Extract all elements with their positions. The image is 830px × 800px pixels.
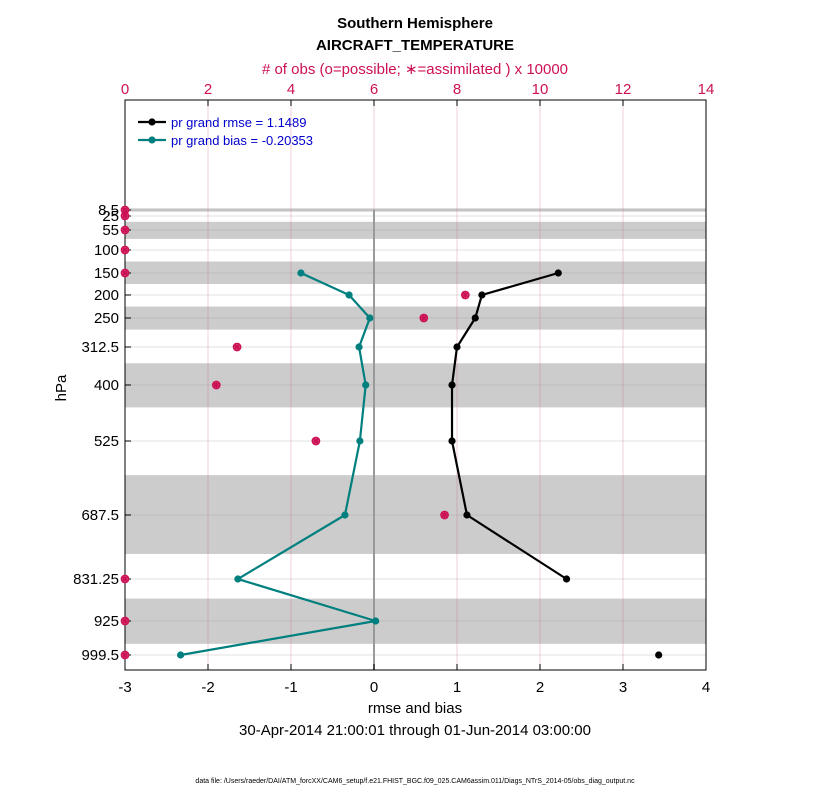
- legend-marker-0: [148, 118, 156, 126]
- x-tick-label-1: -2: [201, 679, 214, 696]
- series-0-point-4: [448, 381, 456, 389]
- y-tick-label-4: 150: [94, 265, 119, 282]
- obs-assimilated-point-5: [461, 291, 470, 299]
- obs-assimilated-point-6: [419, 314, 428, 322]
- obs-assimilated-stroke: [440, 511, 449, 519]
- series-2-point-8: [372, 617, 380, 625]
- series-1-point-0: [655, 651, 663, 659]
- obs-assimilated-point-7: [233, 343, 242, 351]
- obs-assimilated-stroke: [121, 575, 129, 583]
- x-tick-label-3: 0: [370, 679, 378, 696]
- series-0-point-6: [463, 511, 471, 519]
- series-line-2: [180, 271, 376, 657]
- top-tick-label-5: 10: [532, 81, 549, 98]
- series-0-point-0: [554, 269, 562, 277]
- y-tick-label-8: 400: [94, 377, 119, 394]
- y-tick-label-10: 687.5: [81, 507, 119, 524]
- series-2-point-1: [345, 291, 353, 299]
- series-2-point-3: [355, 343, 363, 351]
- y-tick-label-12: 925: [94, 613, 119, 630]
- x-tick-label-6: 3: [619, 679, 627, 696]
- y-tick-label-2: 55: [102, 222, 119, 239]
- obs-assimilated-stroke: [121, 226, 129, 234]
- obs-assimilated-point-9: [311, 437, 320, 445]
- plot-area: -3 -2 -1 0 1 2 3 40 2 4 6 8 10 12 148.5255510015020025…: [73, 81, 714, 696]
- top-axis-label: # of obs (o=possible; ∗=assimilated ) x …: [262, 61, 568, 78]
- obs-assimilated-stroke: [121, 246, 129, 254]
- date-range-label: 30-Apr-2014 21:00:01 through 01-Jun-2014…: [239, 722, 591, 739]
- obs-assimilated-point-8: [212, 381, 221, 389]
- y-tick-label-5: 200: [94, 287, 119, 304]
- y-tick-label-9: 525: [94, 433, 119, 450]
- series-2-point-0: [297, 269, 305, 277]
- shaded-band-5: [125, 475, 706, 554]
- y-tick-label-0: 8.5: [98, 202, 119, 219]
- y-tick-label-6: 250: [94, 310, 119, 327]
- obs-assimilated-stroke: [312, 437, 320, 445]
- footer-data-file: data file: /Users/raeder/DAI/ATM_forcXX/…: [195, 778, 635, 785]
- top-tick-label-7: 14: [698, 81, 715, 98]
- obs-assimilated-point-10: [440, 511, 449, 519]
- x-tick-label-2: -1: [284, 679, 297, 696]
- obs-assimilated-stroke: [121, 206, 129, 214]
- obs-assimilated-stroke: [420, 314, 428, 322]
- shaded-band-4: [125, 363, 706, 408]
- top-tick-label-1: 2: [204, 81, 212, 98]
- chart-subtitle: AIRCRAFT_TEMPERATURE: [316, 37, 514, 54]
- series-0-point-7: [562, 575, 571, 583]
- obs-assimilated-point-13: [121, 651, 129, 659]
- y-tick-label-7: 312.5: [81, 339, 119, 356]
- obs-assimilated-stroke: [121, 617, 129, 625]
- shaded-band-1: [125, 221, 706, 239]
- top-tick-label-6: 12: [615, 81, 632, 98]
- series-2-point-5: [356, 437, 364, 445]
- obs-assimilated-point-1: [121, 212, 129, 220]
- legend-entry-0: pr grand rmse = 1.1489: [171, 115, 307, 130]
- obs-assimilated-point-11: [121, 575, 129, 583]
- legend-entry-1: pr grand bias = -0.20353: [171, 133, 313, 148]
- obs-assimilated-stroke: [121, 651, 129, 659]
- x-tick-label-0: -3: [118, 679, 131, 696]
- obs-assimilated-point-2: [121, 226, 129, 234]
- top-tick-label-4: 8: [453, 81, 461, 98]
- series-2-point-7: [234, 575, 242, 583]
- y-tick-label-13: 999.5: [81, 647, 119, 664]
- obs-assimilated-stroke: [121, 212, 129, 220]
- series-0-point-5: [448, 437, 456, 445]
- y-tick-label-1: 25: [102, 208, 119, 225]
- x-axis-label: rmse and bias: [368, 700, 462, 717]
- series-2-point-6: [341, 511, 349, 519]
- series-0-point-1: [478, 291, 486, 299]
- x-tick-label-4: 1: [453, 679, 461, 696]
- y-axis-label: hPa: [53, 374, 70, 401]
- obs-assimilated-stroke: [461, 291, 469, 299]
- series-0-point-2: [471, 314, 479, 322]
- obs-assimilated-point-4: [121, 269, 129, 277]
- y-tick-label-3: 100: [94, 242, 119, 259]
- series-2-point-9: [177, 651, 185, 659]
- obs-assimilated-point-12: [121, 617, 129, 625]
- x-tick-label-5: 2: [536, 679, 544, 696]
- obs-assimilated-stroke: [233, 343, 241, 351]
- series-0-point-3: [453, 343, 461, 351]
- top-tick-label-3: 6: [370, 81, 378, 98]
- y-tick-label-11: 831.25: [73, 571, 119, 588]
- obs-assimilated-stroke: [121, 269, 129, 277]
- top-tick-label-0: 0: [121, 81, 129, 98]
- chart-title: Southern Hemisphere: [337, 15, 493, 32]
- top-tick-label-2: 4: [287, 81, 295, 98]
- legend-marker-1: [148, 136, 156, 144]
- obs-assimilated-stroke: [212, 381, 220, 389]
- obs-assimilated-point-3: [121, 246, 129, 254]
- series-line-0: [450, 271, 568, 580]
- series-2-point-4: [362, 381, 370, 389]
- x-tick-label-7: 4: [702, 679, 710, 696]
- series-2-point-2: [366, 314, 374, 322]
